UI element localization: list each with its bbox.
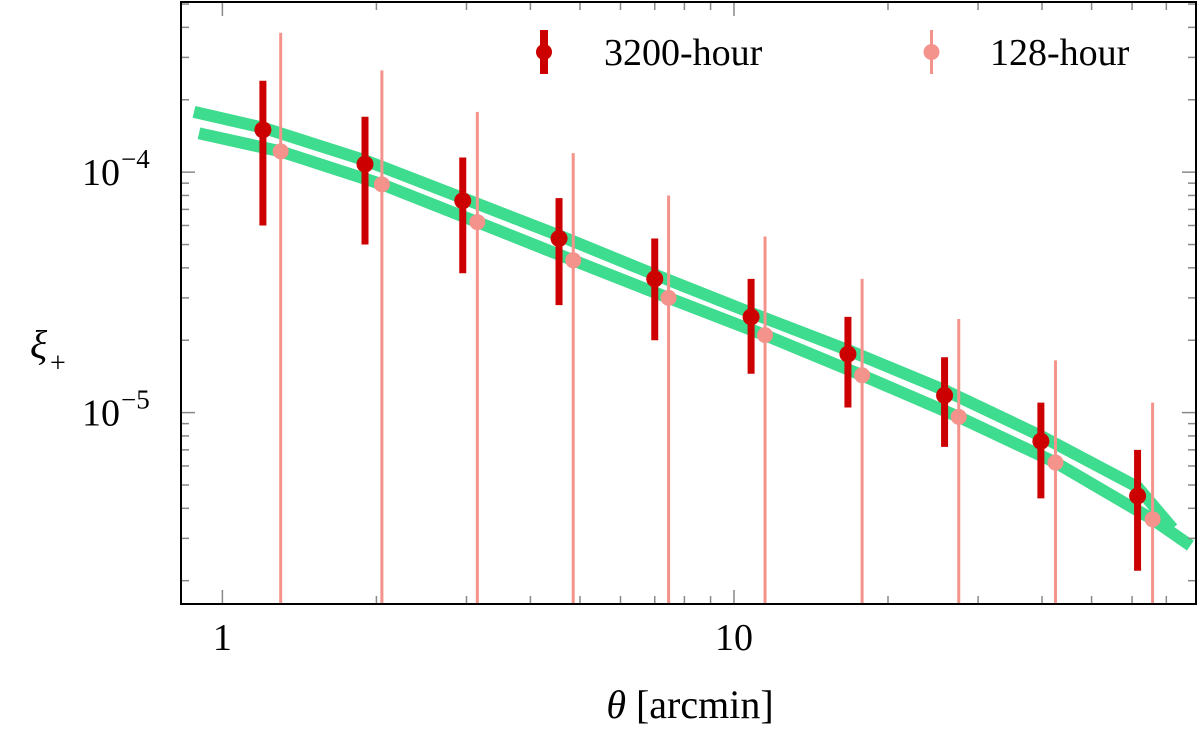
x-axis-label-symbol: θ	[606, 682, 626, 727]
y-tick-label-exponent: −5	[121, 385, 150, 415]
y-tick-label: 10 −4	[82, 144, 150, 194]
point-128-hour	[1144, 511, 1161, 528]
y-axis-label-main: ξ	[30, 322, 48, 367]
legend-label-3200-hour: 3200-hour	[604, 32, 763, 74]
legend-marker-128-point	[923, 44, 940, 60]
point-3200-hour	[1129, 487, 1147, 505]
point-128-hour	[757, 327, 774, 344]
data-series	[254, 32, 1161, 604]
plot-frame	[180, 1, 1197, 605]
y-tick-label-base: 10	[82, 152, 120, 194]
point-128-hour	[1047, 454, 1064, 471]
legend-marker-3200-point	[536, 44, 552, 60]
y-axis-title: ξ +	[30, 322, 66, 379]
point-128-hour	[469, 214, 486, 231]
point-128-hour	[272, 143, 289, 160]
legend-entry-3200-hour: 3200-hour	[536, 30, 763, 74]
point-3200-hour	[254, 121, 272, 139]
y-axis-label-sub: +	[50, 348, 66, 379]
point-3200-hour	[550, 229, 568, 247]
legend: 3200-hour 128-hour	[536, 30, 1130, 74]
y-tick-label: 10 −5	[82, 385, 150, 435]
model-line-1	[192, 106, 1178, 533]
x-tick-label: 10	[715, 617, 753, 659]
legend-label-128-hour: 128-hour	[990, 32, 1130, 74]
point-128-hour	[660, 289, 677, 306]
point-3200-hour	[454, 192, 472, 210]
point-3200-hour	[839, 345, 857, 363]
point-128-hour	[854, 367, 871, 384]
point-3200-hour	[742, 308, 760, 326]
x-tick-label: 1	[213, 617, 232, 659]
legend-entry-128-hour: 128-hour	[923, 30, 1130, 74]
y-tick-label-exponent: −4	[121, 144, 150, 174]
point-128-hour	[373, 176, 390, 193]
point-128-hour	[950, 408, 967, 425]
x-axis-title: θ [arcmin]	[606, 682, 773, 727]
point-128-hour	[565, 252, 582, 269]
point-3200-hour	[1032, 432, 1050, 450]
point-3200-hour	[936, 386, 954, 404]
point-3200-hour	[356, 155, 374, 173]
y-tick-label-base: 10	[82, 393, 120, 435]
x-axis-label-unit: [arcmin]	[636, 682, 774, 727]
point-3200-hour	[646, 270, 664, 288]
